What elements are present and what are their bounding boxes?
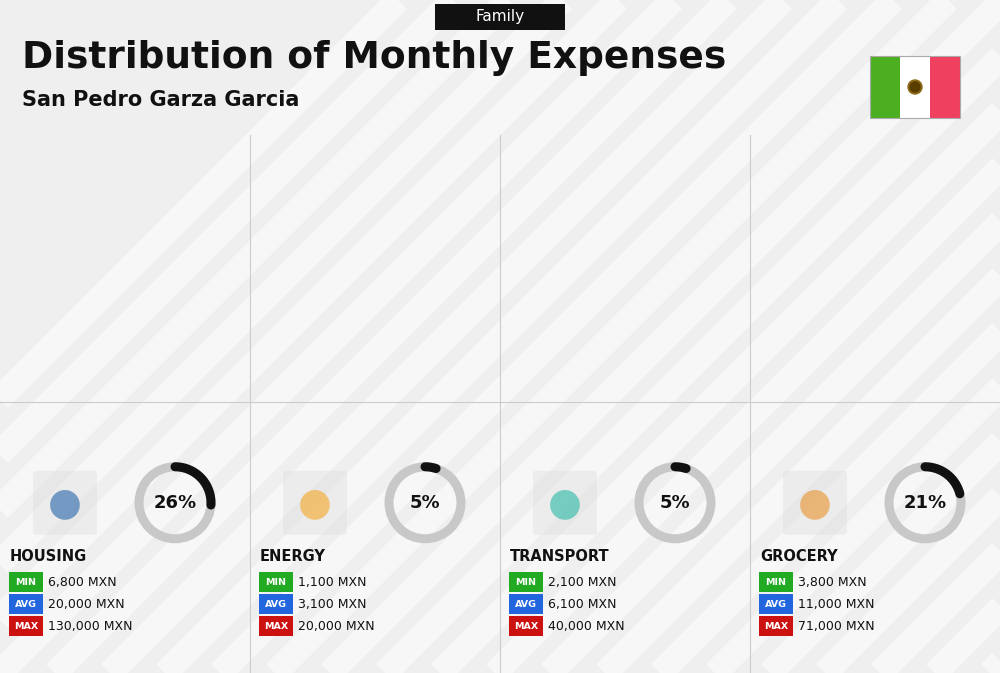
Text: HOUSING: HOUSING (10, 548, 87, 563)
Text: ●: ● (48, 484, 82, 522)
Text: 21%: 21% (903, 494, 947, 511)
FancyBboxPatch shape (759, 594, 793, 614)
Text: AVG: AVG (15, 600, 37, 608)
FancyBboxPatch shape (435, 4, 565, 30)
Text: 6,800 MXN: 6,800 MXN (48, 575, 117, 589)
Text: MAX: MAX (264, 622, 288, 631)
FancyBboxPatch shape (759, 616, 793, 636)
FancyBboxPatch shape (33, 471, 97, 535)
Text: 40,000 MXN: 40,000 MXN (548, 620, 625, 633)
FancyBboxPatch shape (900, 56, 930, 118)
FancyBboxPatch shape (9, 594, 43, 614)
Text: MIN: MIN (16, 577, 36, 587)
Text: 20,000 MXN: 20,000 MXN (298, 620, 375, 633)
Text: MAX: MAX (514, 622, 538, 631)
Text: 71,000 MXN: 71,000 MXN (798, 620, 875, 633)
Text: Family: Family (475, 9, 525, 24)
Text: MAX: MAX (764, 622, 788, 631)
Text: AVG: AVG (265, 600, 287, 608)
FancyBboxPatch shape (870, 56, 900, 118)
Text: 5%: 5% (410, 494, 440, 511)
Text: 2,100 MXN: 2,100 MXN (548, 575, 616, 589)
FancyBboxPatch shape (783, 471, 847, 535)
Text: ●: ● (298, 484, 332, 522)
Text: 130,000 MXN: 130,000 MXN (48, 620, 132, 633)
Text: 20,000 MXN: 20,000 MXN (48, 598, 125, 610)
Circle shape (910, 82, 920, 92)
Text: 6,100 MXN: 6,100 MXN (548, 598, 616, 610)
Text: 11,000 MXN: 11,000 MXN (798, 598, 874, 610)
Text: ENERGY: ENERGY (260, 548, 326, 563)
Text: 3,100 MXN: 3,100 MXN (298, 598, 366, 610)
Text: ●: ● (548, 484, 582, 522)
Circle shape (908, 80, 922, 94)
Text: MIN: MIN (766, 577, 786, 587)
Text: AVG: AVG (515, 600, 537, 608)
FancyBboxPatch shape (283, 471, 347, 535)
FancyBboxPatch shape (930, 56, 960, 118)
Text: MIN: MIN (266, 577, 287, 587)
FancyBboxPatch shape (509, 572, 543, 592)
FancyBboxPatch shape (509, 594, 543, 614)
Text: MAX: MAX (14, 622, 38, 631)
FancyBboxPatch shape (759, 572, 793, 592)
FancyBboxPatch shape (259, 616, 293, 636)
FancyBboxPatch shape (509, 616, 543, 636)
Text: San Pedro Garza Garcia: San Pedro Garza Garcia (22, 90, 299, 110)
Text: GROCERY: GROCERY (760, 548, 838, 563)
Text: Distribution of Monthly Expenses: Distribution of Monthly Expenses (22, 40, 726, 76)
Text: TRANSPORT: TRANSPORT (510, 548, 610, 563)
FancyBboxPatch shape (259, 572, 293, 592)
Text: AVG: AVG (765, 600, 787, 608)
FancyBboxPatch shape (9, 616, 43, 636)
Text: 3,800 MXN: 3,800 MXN (798, 575, 867, 589)
FancyBboxPatch shape (259, 594, 293, 614)
FancyBboxPatch shape (9, 572, 43, 592)
Text: MIN: MIN (516, 577, 536, 587)
Text: ●: ● (798, 484, 832, 522)
FancyBboxPatch shape (533, 471, 597, 535)
Text: 1,100 MXN: 1,100 MXN (298, 575, 366, 589)
Text: 26%: 26% (153, 494, 197, 511)
Text: 5%: 5% (660, 494, 690, 511)
